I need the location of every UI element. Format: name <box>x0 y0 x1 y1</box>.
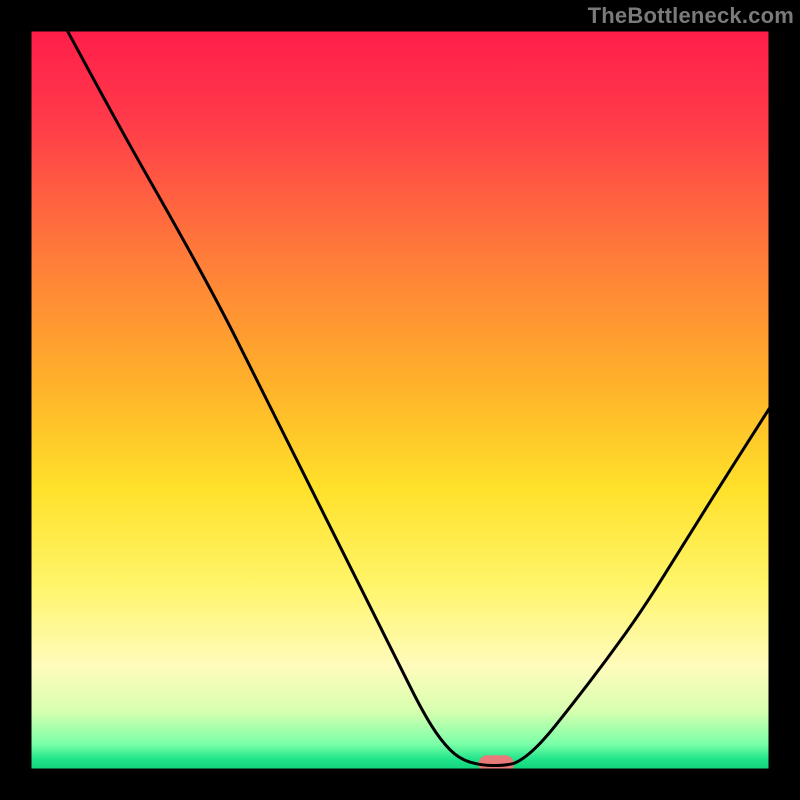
chart-container: TheBottleneck.com <box>0 0 800 800</box>
plot-background-gradient <box>30 30 770 770</box>
watermark-text: TheBottleneck.com <box>588 3 794 29</box>
bottleneck-chart-svg <box>0 0 800 800</box>
